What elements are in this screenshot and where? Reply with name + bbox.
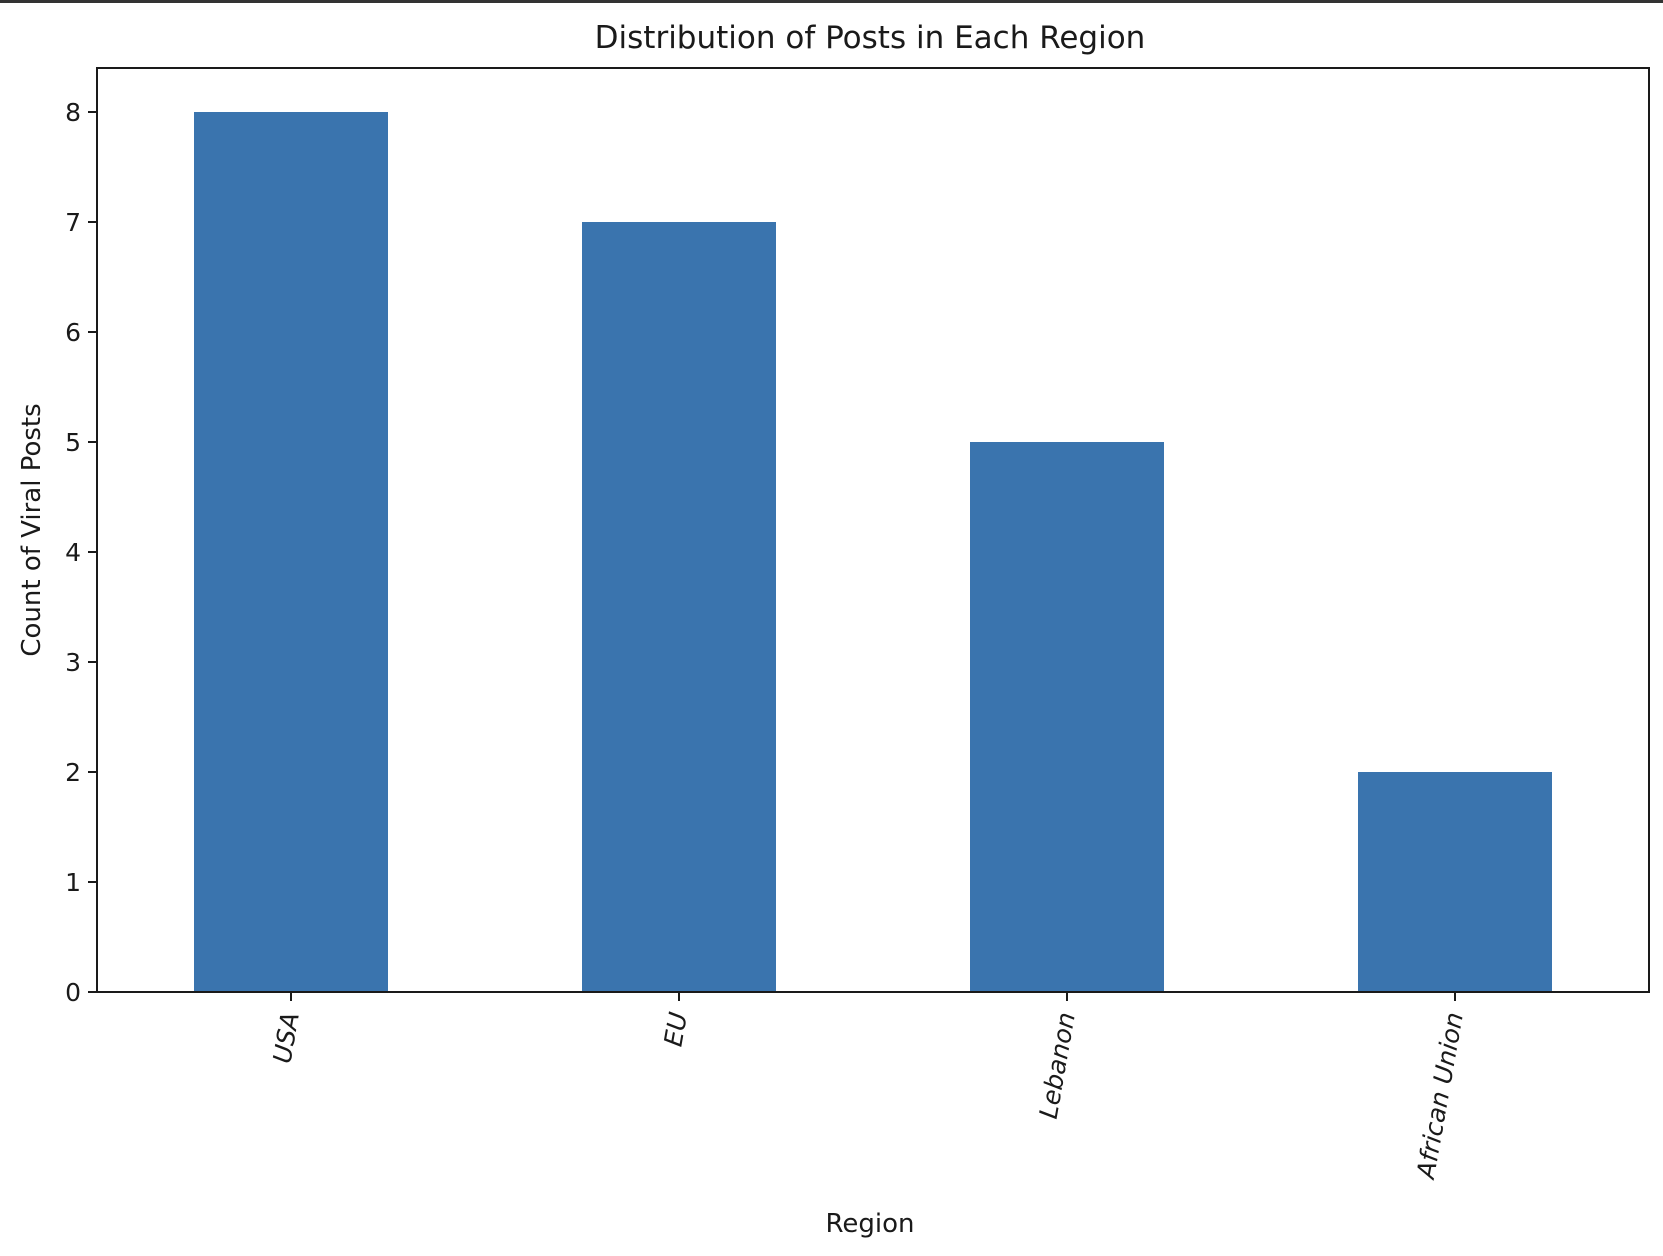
y-tick-label: 0 [65, 978, 81, 1007]
y-tick-label: 1 [65, 868, 81, 897]
top-border [0, 0, 1663, 3]
y-tick-label: 4 [65, 538, 81, 567]
bar-eu [582, 222, 776, 992]
y-tick-label: 8 [65, 98, 81, 127]
y-tick-label: 2 [65, 758, 81, 787]
x-tick-label: EU [658, 1010, 692, 1049]
plot-frame [96, 67, 1650, 993]
x-tick-label: USA [267, 1010, 304, 1066]
y-axis-ticks: 0 1 2 3 4 5 6 7 8 [65, 98, 97, 1007]
x-tick-label: Lebanon [1034, 1010, 1081, 1121]
y-axis-label: Count of Viral Posts [17, 403, 47, 656]
bar-african-union [1358, 772, 1552, 992]
y-tick-label: 7 [65, 208, 81, 237]
y-tick-label: 5 [65, 428, 81, 457]
bar-usa [194, 112, 388, 992]
bars-group [194, 112, 1552, 992]
x-tick-label: African Union [1411, 1010, 1469, 1183]
chart-title: Distribution of Posts in Each Region [595, 20, 1146, 56]
y-tick-label: 6 [65, 318, 81, 347]
bar-lebanon [970, 442, 1164, 992]
y-tick-label: 3 [65, 648, 81, 677]
x-axis-label: Region [825, 1209, 914, 1239]
x-axis-ticks: USA EU Lebanon African Union [267, 992, 1469, 1183]
